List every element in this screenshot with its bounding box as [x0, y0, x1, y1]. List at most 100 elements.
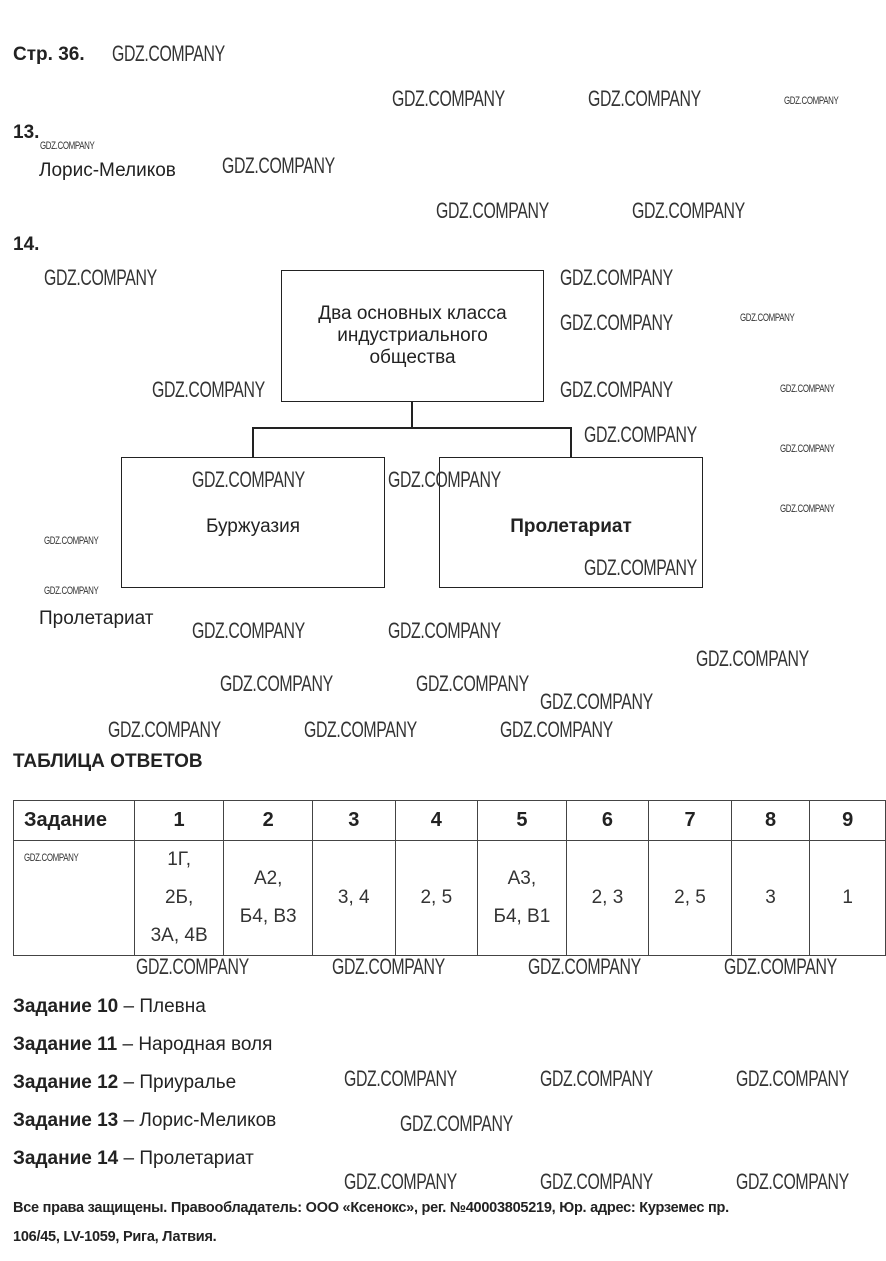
table-header-cell: 9	[809, 800, 886, 841]
task-answer: Задание 13 – Лорис-Меликов	[13, 1110, 276, 1132]
watermark: GDZ.COMPANY	[416, 671, 529, 696]
diagram-left-box: Буржуазия	[121, 457, 385, 588]
watermark: GDZ.COMPANY	[400, 1111, 513, 1136]
table-header-cell: 3	[312, 800, 396, 841]
cell-line: 2, 3	[591, 887, 624, 908]
watermark: GDZ.COMPANY	[560, 265, 673, 290]
table-header-cell: 7	[648, 800, 732, 841]
table-header-cell: 8	[730, 800, 811, 841]
table-header-cell: Задание	[13, 800, 135, 841]
table-header-cell: 5	[477, 800, 567, 841]
task-value: – Пролетариат	[123, 1148, 254, 1169]
page-label: Стр. 36.	[13, 44, 85, 65]
table-cell: А3, Б4, В1	[477, 840, 567, 956]
task-value: – Плевна	[123, 996, 206, 1017]
watermark: GDZ.COMPANY	[332, 954, 445, 979]
watermark: GDZ.COMPANY	[436, 198, 549, 223]
task-value: – Народная воля	[122, 1034, 273, 1055]
cell-line: 3	[765, 887, 776, 908]
cell-line: 3, 4	[337, 887, 370, 908]
watermark: GDZ.COMPANY	[192, 467, 305, 492]
watermark: GDZ.COMPANY	[584, 422, 697, 447]
answers-table-title: ТАБЛИЦА ОТВЕТОВ	[13, 751, 203, 772]
watermark: GDZ.COMPANY	[780, 443, 835, 455]
task-label: Задание 12	[13, 1072, 119, 1093]
watermark: GDZ.COMPANY	[560, 377, 673, 402]
cell-line: 2, 5	[420, 887, 453, 908]
table-cell: 2, 3	[565, 840, 650, 956]
watermark: GDZ.COMPANY	[696, 646, 809, 671]
watermark: GDZ.COMPANY	[560, 310, 673, 335]
watermark: GDZ.COMPANY	[112, 41, 225, 66]
watermark: GDZ.COMPANY	[392, 86, 505, 111]
question-13-answer: Лорис-Меликов	[39, 160, 176, 181]
cell-line: 1Г,	[167, 849, 192, 870]
watermark: GDZ.COMPANY	[192, 618, 305, 643]
watermark: GDZ.COMPANY	[500, 717, 613, 742]
watermark: GDZ.COMPANY	[540, 1169, 653, 1194]
diagram-top-box: Два основных класса индустриального обще…	[281, 270, 544, 402]
table-cell: 2, 5	[394, 840, 479, 956]
cell-line: 1	[842, 887, 853, 908]
watermark: GDZ.COMPANY	[540, 689, 653, 714]
table-row: 1Г, 2Б, 3А, 4В А2, Б4, В3 3, 4 2, 5 А3, Б4, В1 2,…	[13, 840, 886, 956]
watermark: GDZ.COMPANY	[136, 954, 249, 979]
question-13-number: 13.	[13, 122, 40, 143]
diagram-top-label: Два основных класса индустриального обще…	[318, 303, 507, 368]
diagram-right-box: Пролетариат	[439, 457, 703, 588]
table-header-cell: 6	[565, 800, 650, 841]
watermark: GDZ.COMPANY	[344, 1169, 457, 1194]
cell-line: 3А, 4В	[150, 925, 208, 946]
watermark: GDZ.COMPANY	[584, 555, 697, 580]
watermark: GDZ.COMPANY	[44, 265, 157, 290]
connector-line	[411, 401, 413, 429]
table-cell: 3	[730, 840, 811, 956]
watermark: GDZ.COMPANY	[222, 153, 335, 178]
cell-line: Б4, В3	[239, 906, 297, 927]
cell-line: 2Б,	[164, 887, 194, 908]
connector-line	[252, 427, 254, 457]
footer-copyright: Все права защищены. Правообладатель: ООО…	[13, 1200, 729, 1216]
footer-address: 106/45, LV-1059, Рига, Латвия.	[13, 1229, 217, 1245]
table-cell: А2, Б4, В3	[223, 840, 313, 956]
task-answer: Задание 12 – Приуралье	[13, 1072, 236, 1094]
watermark: GDZ.COMPANY	[304, 717, 417, 742]
table-cell: 3, 4	[312, 840, 396, 956]
diagram-right-label: Пролетариат	[510, 515, 632, 537]
task-value: – Приуралье	[123, 1072, 237, 1093]
watermark: GDZ.COMPANY	[40, 140, 95, 152]
cell-line: А2,	[253, 868, 283, 889]
watermark: GDZ.COMPANY	[44, 535, 99, 547]
watermark: GDZ.COMPANY	[784, 95, 839, 107]
table-cell: 1Г, 2Б, 3А, 4В	[133, 840, 225, 956]
watermark: GDZ.COMPANY	[388, 618, 501, 643]
table-cell	[13, 840, 135, 956]
watermark: GDZ.COMPANY	[632, 198, 745, 223]
table-header-cell: 1	[133, 800, 225, 841]
question-14-answer: Пролетариат	[39, 608, 154, 629]
table-cell: 2, 5	[648, 840, 732, 956]
watermark: GDZ.COMPANY	[344, 1066, 457, 1091]
cell-line: А3,	[507, 868, 537, 889]
watermark: GDZ.COMPANY	[724, 954, 837, 979]
cell-line: Б4, В1	[493, 906, 551, 927]
connector-line	[252, 427, 572, 429]
watermark: GDZ.COMPANY	[152, 377, 265, 402]
task-label: Задание 13	[13, 1110, 119, 1131]
table-cell: 1	[809, 840, 886, 956]
watermark: GDZ.COMPANY	[220, 671, 333, 696]
task-label: Задание 14	[13, 1148, 119, 1169]
table-header-row: Задание 1 2 3 4 5 6 7 8 9	[13, 800, 886, 841]
watermark: GDZ.COMPANY	[736, 1066, 849, 1091]
task-answer: Задание 10 – Плевна	[13, 996, 206, 1018]
watermark: GDZ.COMPANY	[740, 312, 795, 324]
watermark: GDZ.COMPANY	[24, 852, 79, 864]
cell-line: 2, 5	[674, 887, 706, 908]
watermark: GDZ.COMPANY	[540, 1066, 653, 1091]
diagram-left-label: Буржуазия	[205, 515, 301, 537]
watermark: GDZ.COMPANY	[588, 86, 701, 111]
task-label: Задание 10	[13, 996, 119, 1017]
task-label: Задание 11	[13, 1034, 118, 1055]
connector-line	[570, 427, 572, 457]
